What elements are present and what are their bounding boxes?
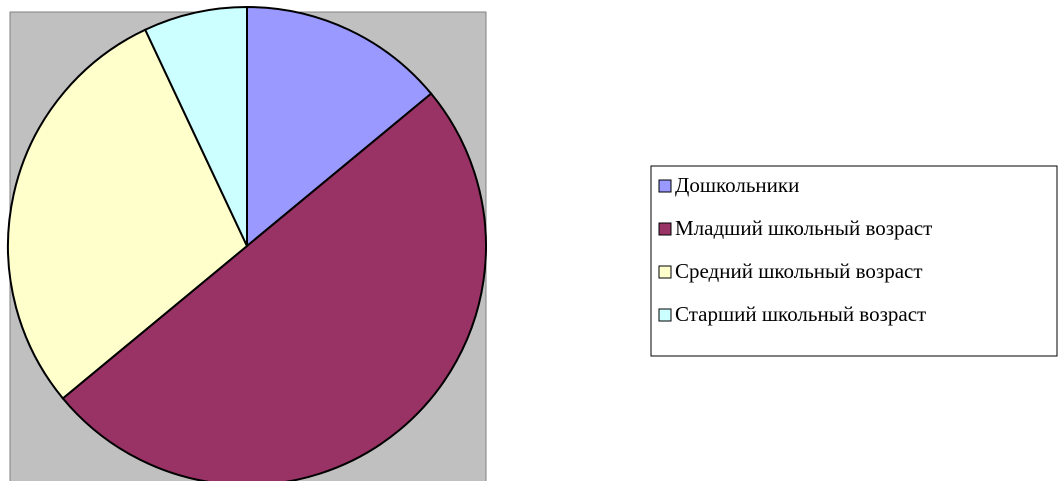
legend-swatch	[658, 222, 672, 236]
pie-slice	[7, 28, 249, 400]
legend-swatch	[658, 308, 672, 322]
legend-label: Средний школьный возраст	[675, 259, 923, 283]
legend-label: Младший школьный возраст	[675, 216, 932, 240]
pie-slice	[61, 92, 487, 481]
pie-slice	[143, 5, 248, 247]
legend-swatch	[658, 179, 672, 193]
legend-swatch	[658, 265, 672, 279]
legend-label: Старший школьный возраст	[675, 302, 926, 326]
legend-label: Дошкольники	[675, 173, 799, 197]
pie-slice	[246, 5, 433, 249]
legend-box	[650, 165, 1058, 357]
